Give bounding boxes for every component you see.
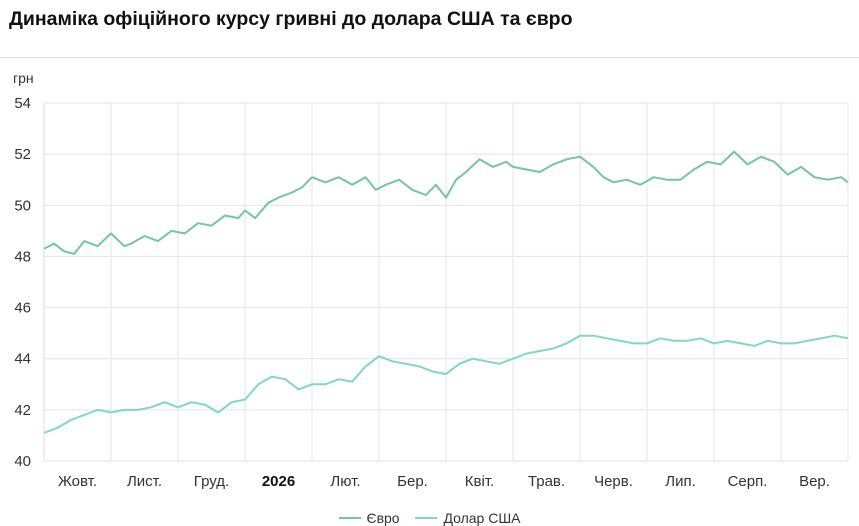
line-chart: 40 42 44 46 48 50 52 54 Жовт. Лист. Груд. 2026 Лют.… bbox=[14, 95, 849, 490]
y-tick-label: 50 bbox=[14, 197, 31, 214]
x-axis-ticks: Жовт. Лист. Груд. 2026 Лют. Бер. Квіт. Трав. Чер… bbox=[58, 473, 830, 490]
legend-item-euro[interactable]: Євро bbox=[338, 510, 400, 526]
legend-item-usd[interactable]: Долар США bbox=[415, 510, 521, 526]
x-tick-label: Груд. bbox=[194, 473, 229, 490]
legend-swatch-euro bbox=[338, 517, 361, 519]
series-lines bbox=[43, 150, 849, 434]
x-tick-label: Вер. bbox=[799, 473, 830, 490]
x-tick-label: Черв. bbox=[594, 473, 633, 490]
y-tick-label: 52 bbox=[14, 146, 31, 163]
x-tick-label: Серп. bbox=[728, 473, 768, 490]
y-tick-label: 46 bbox=[14, 300, 31, 317]
chart-title: Динаміка офіційного курсу гривні до дола… bbox=[9, 8, 573, 30]
chart-header: Динаміка офіційного курсу гривні до дола… bbox=[0, 0, 859, 58]
legend-swatch-usd bbox=[415, 517, 438, 519]
y-tick-label: 48 bbox=[14, 248, 31, 265]
x-tick-label: Бер. bbox=[397, 473, 428, 490]
y-tick-label: 40 bbox=[14, 453, 31, 470]
x-tick-label: Лист. bbox=[127, 473, 162, 490]
series-line-euro[interactable] bbox=[43, 150, 849, 255]
y-axis-unit-label: грн bbox=[13, 70, 34, 86]
y-tick-label: 44 bbox=[14, 351, 31, 368]
y-tick-label: 54 bbox=[14, 95, 31, 112]
x-tick-label: Квіт. bbox=[465, 473, 494, 490]
x-tick-label: 2026 bbox=[262, 473, 295, 490]
x-tick-label: Трав. bbox=[528, 473, 565, 490]
legend-label-usd: Долар США bbox=[443, 510, 521, 526]
y-tick-label: 42 bbox=[14, 402, 31, 419]
x-tick-label: Лип. bbox=[665, 473, 696, 490]
chart-grid bbox=[43, 102, 849, 462]
chart-legend: Євро Долар США bbox=[0, 506, 859, 526]
x-tick-label: Лют. bbox=[330, 473, 360, 490]
legend-label-euro: Євро bbox=[366, 510, 400, 526]
series-line-usd[interactable] bbox=[43, 334, 849, 434]
y-axis-ticks: 40 42 44 46 48 50 52 54 bbox=[14, 95, 31, 470]
x-tick-label: Жовт. bbox=[58, 473, 97, 490]
